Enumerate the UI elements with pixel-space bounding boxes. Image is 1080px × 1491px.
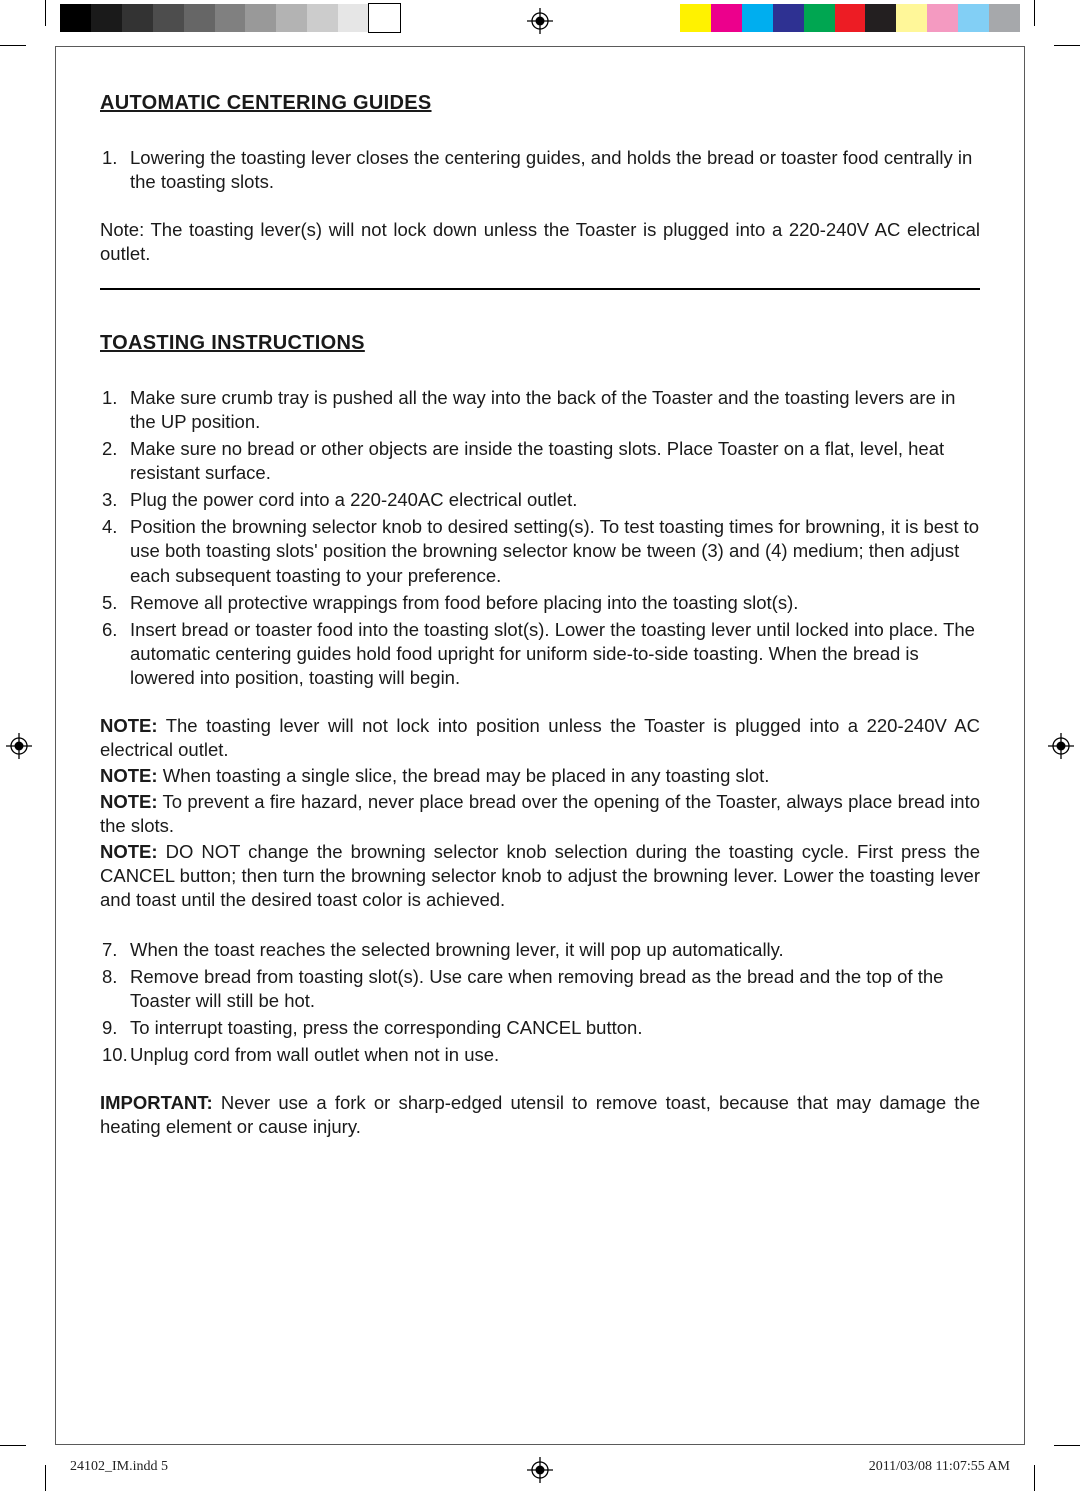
list-item: Plug the power cord into a 220-240AC ele… <box>130 488 980 512</box>
note-label: NOTE: <box>100 765 158 786</box>
color-swatch <box>865 4 896 32</box>
grayscale-swatch <box>338 4 369 32</box>
crop-mark <box>45 0 46 26</box>
important-paragraph: IMPORTANT: Never use a fork or sharp-edg… <box>100 1091 980 1139</box>
crop-mark <box>0 45 26 46</box>
notes-block: NOTE: The toasting lever will not lock i… <box>100 714 980 912</box>
crop-mark <box>1034 0 1035 26</box>
grayscale-swatch <box>122 4 153 32</box>
color-swatch <box>804 4 835 32</box>
note-label: NOTE: <box>100 841 158 862</box>
list-item: Make sure crumb tray is pushed all the w… <box>130 386 980 434</box>
footer-filename: 24102_IM.indd 5 <box>70 1459 168 1475</box>
registration-mark-icon <box>527 8 553 34</box>
grayscale-swatch <box>215 4 246 32</box>
crop-mark <box>1034 1465 1035 1491</box>
grayscale-swatch <box>60 4 91 32</box>
grayscale-swatch <box>307 4 338 32</box>
crop-mark <box>0 1445 26 1446</box>
note-text: To prevent a fire hazard, never place br… <box>100 791 980 836</box>
section-divider <box>100 288 980 290</box>
footer-timestamp: 2011/03/08 11:07:55 AM <box>869 1459 1010 1475</box>
list-item: Remove bread from toasting slot(s). Use … <box>130 965 980 1013</box>
toasting-instructions-list-a: Make sure crumb tray is pushed all the w… <box>100 386 980 690</box>
list-item: To interrupt toasting, press the corresp… <box>130 1016 980 1040</box>
color-swatch <box>680 4 711 32</box>
color-swatch <box>835 4 866 32</box>
section-heading-centering-guides: AUTOMATIC CENTERING GUIDES <box>100 90 980 116</box>
note-text: DO NOT change the browning selector knob… <box>100 841 980 910</box>
grayscale-swatch <box>184 4 215 32</box>
note-paragraph: NOTE: To prevent a fire hazard, never pl… <box>100 790 980 838</box>
color-swatch <box>742 4 773 32</box>
grayscale-swatch <box>153 4 184 32</box>
note-paragraph: NOTE: When toasting a single slice, the … <box>100 764 980 788</box>
crop-mark <box>1054 45 1080 46</box>
grayscale-colorbar <box>60 4 400 32</box>
grayscale-swatch <box>276 4 307 32</box>
toasting-instructions-list-b: When the toast reaches the selected brow… <box>100 938 980 1067</box>
centering-guides-note: Note: The toasting lever(s) will not loc… <box>100 218 980 266</box>
print-footer: 24102_IM.indd 5 2011/03/08 11:07:55 AM <box>70 1459 1010 1475</box>
note-text: The toasting lever will not lock into po… <box>100 715 980 760</box>
registration-mark-icon <box>1048 733 1074 759</box>
note-paragraph: NOTE: The toasting lever will not lock i… <box>100 714 980 762</box>
color-swatch <box>711 4 742 32</box>
list-item: Lowering the toasting lever closes the c… <box>130 146 980 194</box>
important-label: IMPORTANT: <box>100 1092 213 1113</box>
note-label: NOTE: <box>100 715 158 736</box>
color-swatch <box>896 4 927 32</box>
list-item: When the toast reaches the selected brow… <box>130 938 980 962</box>
print-proof-page: AUTOMATIC CENTERING GUIDES Lowering the … <box>0 0 1080 1491</box>
color-swatch <box>958 4 989 32</box>
list-item: Unplug cord from wall outlet when not in… <box>130 1043 980 1067</box>
list-item: Position the browning selector knob to d… <box>130 515 980 587</box>
list-item: Insert bread or toaster food into the to… <box>130 618 980 690</box>
crop-mark <box>1054 1445 1080 1446</box>
grayscale-swatch <box>245 4 276 32</box>
note-text: When toasting a single slice, the bread … <box>158 765 770 786</box>
list-item: Remove all protective wrappings from foo… <box>130 591 980 615</box>
note-label: NOTE: <box>100 791 158 812</box>
note-paragraph: NOTE: DO NOT change the browning selecto… <box>100 840 980 912</box>
cmyk-colorbar <box>680 4 1020 32</box>
crop-mark <box>45 1465 46 1491</box>
color-swatch <box>989 4 1020 32</box>
grayscale-swatch <box>91 4 122 32</box>
centering-guides-list: Lowering the toasting lever closes the c… <box>100 146 980 194</box>
document-body: AUTOMATIC CENTERING GUIDES Lowering the … <box>100 90 980 1141</box>
registration-mark-icon <box>6 733 32 759</box>
important-text: Never use a fork or sharp-edged utensil … <box>100 1092 980 1137</box>
color-swatch <box>927 4 958 32</box>
list-item: Make sure no bread or other objects are … <box>130 437 980 485</box>
color-swatch <box>773 4 804 32</box>
section-heading-toasting-instructions: TOASTING INSTRUCTIONS <box>100 330 980 356</box>
grayscale-swatch <box>369 4 400 32</box>
